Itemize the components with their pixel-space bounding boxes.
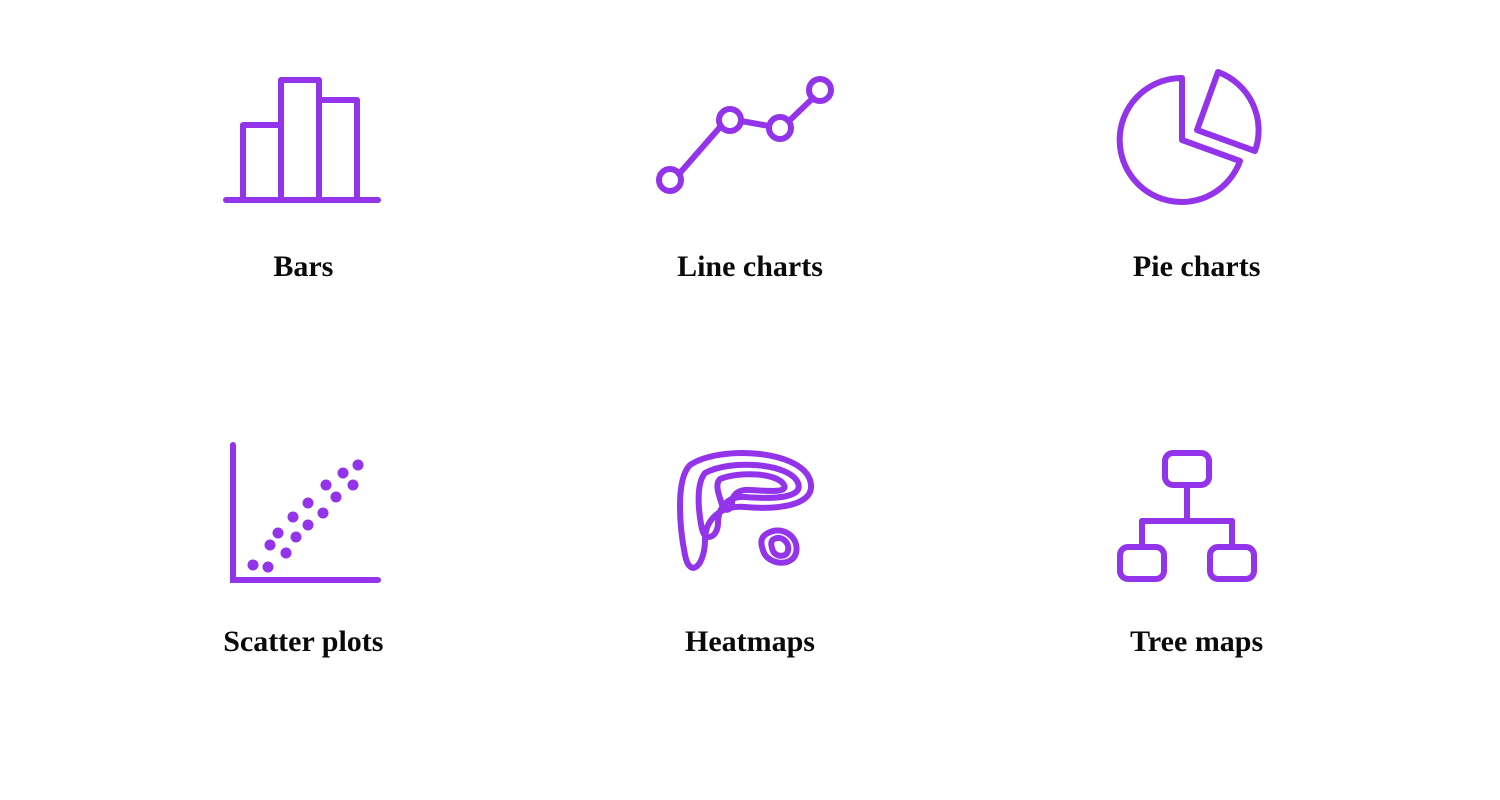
label-scatter-plots: Scatter plots <box>223 623 383 661</box>
label-tree-maps: Tree maps <box>1130 623 1263 661</box>
label-heatmaps: Heatmaps <box>685 623 815 661</box>
cell-heatmaps: Heatmaps <box>547 415 954 760</box>
scatter-plot-icon <box>208 415 398 615</box>
tree-map-icon <box>1097 415 1297 615</box>
label-bars: Bars <box>273 248 333 286</box>
pie-chart-icon <box>1097 40 1297 240</box>
chart-type-grid: Bars Line charts <box>100 40 1400 760</box>
cell-line-charts: Line charts <box>547 40 954 385</box>
cell-scatter-plots: Scatter plots <box>100 415 507 760</box>
label-line-charts: Line charts <box>677 248 823 286</box>
label-pie-charts: Pie charts <box>1133 248 1260 286</box>
line-chart-icon <box>650 40 850 240</box>
cell-bars: Bars <box>100 40 507 385</box>
heatmap-icon <box>650 415 850 615</box>
cell-pie-charts: Pie charts <box>993 40 1400 385</box>
cell-tree-maps: Tree maps <box>993 415 1400 760</box>
bar-chart-icon <box>208 40 398 240</box>
